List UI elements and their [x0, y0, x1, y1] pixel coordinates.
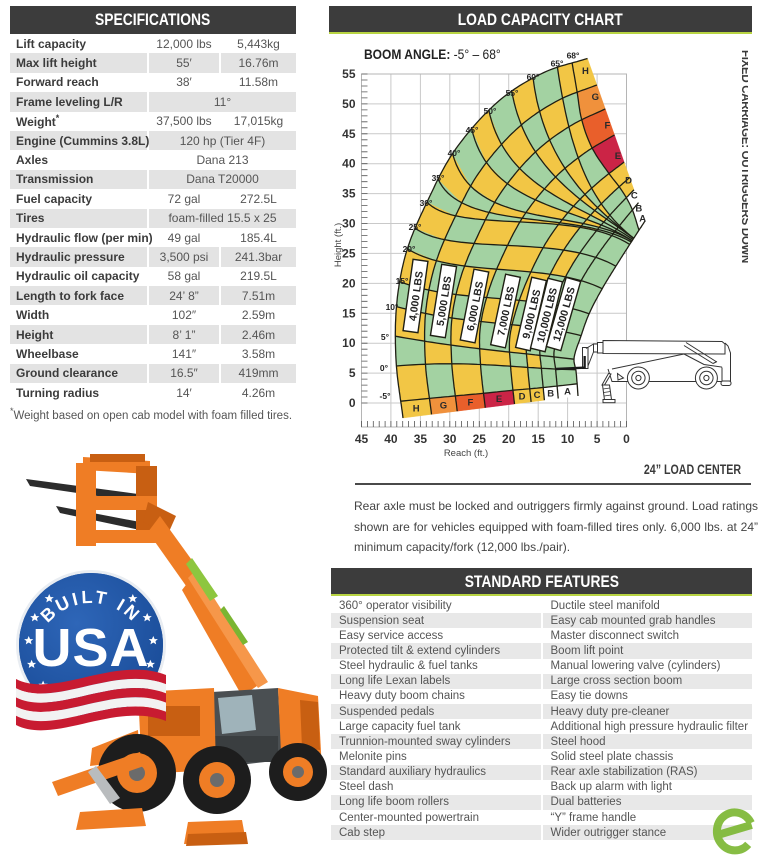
svg-text:G: G	[592, 92, 599, 103]
svg-text:45: 45	[342, 127, 356, 141]
svg-text:50: 50	[342, 97, 356, 111]
svg-text:A: A	[639, 213, 646, 224]
svg-text:40°: 40°	[448, 148, 461, 158]
svg-text:D: D	[519, 392, 526, 403]
svg-text:5: 5	[349, 366, 356, 380]
svg-text:30: 30	[443, 432, 457, 446]
svg-text:15: 15	[532, 432, 546, 446]
svg-text:55: 55	[342, 67, 356, 81]
svg-text:USA: USA	[32, 618, 149, 678]
svg-text:H: H	[413, 403, 420, 414]
svg-text:E: E	[496, 394, 502, 405]
svg-text:10°: 10°	[386, 302, 399, 312]
svg-text:C: C	[631, 190, 638, 201]
svg-text:25: 25	[342, 246, 356, 260]
svg-text:20: 20	[342, 276, 356, 290]
svg-text:B: B	[547, 389, 554, 400]
svg-text:35: 35	[342, 187, 356, 201]
svg-text:F: F	[604, 120, 610, 131]
svg-text:Height (ft.): Height (ft.)	[333, 223, 344, 267]
svg-text:35°: 35°	[432, 173, 445, 183]
svg-text:B: B	[635, 203, 642, 214]
svg-text:15°: 15°	[396, 276, 409, 286]
svg-text:E: E	[615, 151, 621, 162]
svg-text:20°: 20°	[403, 244, 416, 254]
svg-text:0°: 0°	[380, 363, 389, 373]
svg-text:0: 0	[623, 432, 630, 446]
svg-text:45°: 45°	[466, 125, 479, 135]
svg-text:5°: 5°	[381, 332, 390, 342]
svg-text:15: 15	[342, 306, 356, 320]
svg-text:25: 25	[473, 432, 487, 446]
svg-text:55°: 55°	[506, 88, 519, 98]
svg-text:10: 10	[561, 432, 575, 446]
svg-text:D: D	[625, 175, 632, 186]
svg-text:25°: 25°	[409, 222, 422, 232]
svg-text:FIXED CARRIAGE: OUTRIGGERS DOW: FIXED CARRIAGE: OUTRIGGERS DOWN	[739, 50, 748, 263]
svg-text:A: A	[564, 387, 571, 398]
svg-text:60°: 60°	[527, 72, 540, 82]
svg-text:65°: 65°	[551, 59, 564, 69]
svg-text:30: 30	[342, 217, 356, 231]
svg-text:40: 40	[384, 432, 398, 446]
svg-text:50°: 50°	[484, 106, 497, 116]
svg-text:45: 45	[355, 432, 369, 446]
svg-text:H: H	[582, 66, 589, 77]
svg-text:-5°: -5°	[380, 391, 392, 401]
svg-text:10: 10	[342, 336, 356, 350]
svg-text:Reach (ft.): Reach (ft.)	[444, 448, 488, 459]
svg-text:0: 0	[349, 396, 356, 410]
svg-text:5: 5	[594, 432, 601, 446]
svg-text:20: 20	[502, 432, 516, 446]
svg-text:30°: 30°	[420, 198, 433, 208]
svg-text:G: G	[440, 400, 447, 411]
svg-text:40: 40	[342, 157, 356, 171]
svg-text:C: C	[534, 390, 541, 401]
svg-text:68°: 68°	[567, 51, 580, 61]
svg-text:F: F	[467, 397, 473, 408]
svg-text:35: 35	[414, 432, 428, 446]
